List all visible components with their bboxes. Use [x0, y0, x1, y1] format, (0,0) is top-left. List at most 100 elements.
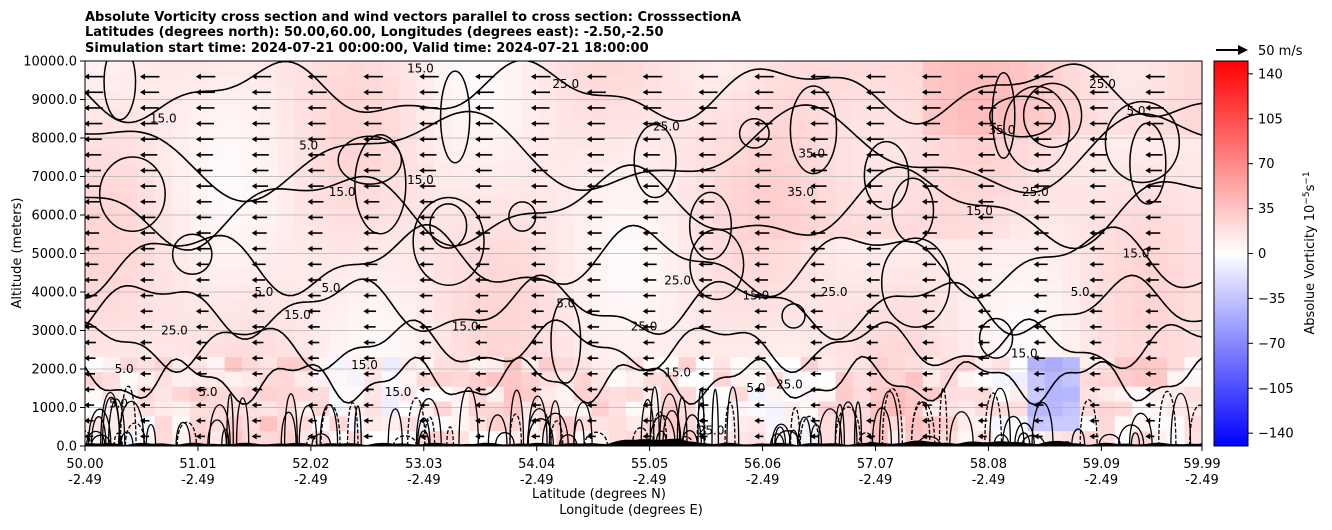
vorticity-cell	[748, 75, 767, 92]
wind-vector-head	[642, 308, 648, 315]
vorticity-cell	[451, 431, 470, 446]
vorticity-cell	[137, 164, 156, 181]
wind-vector-head	[1089, 433, 1095, 440]
vorticity-cell	[922, 342, 941, 358]
vorticity-cell	[1149, 75, 1168, 92]
vorticity-cell	[329, 194, 348, 210]
contour-loop	[880, 237, 951, 328]
surface-contour	[771, 423, 791, 446]
vorticity-cell	[852, 386, 871, 403]
vorticity-cell	[818, 120, 837, 136]
vorticity-cell	[800, 194, 819, 210]
vorticity-cell	[538, 238, 557, 255]
wind-vector-head	[698, 261, 704, 268]
vorticity-cell	[486, 105, 505, 121]
vorticity-cell	[852, 342, 871, 358]
vorticity-cell	[852, 120, 871, 136]
vorticity-cell	[940, 416, 959, 432]
vorticity-cell	[1044, 268, 1063, 284]
vorticity-cell	[1010, 297, 1029, 314]
wind-vector-head	[810, 323, 816, 330]
vorticity-cell	[1027, 105, 1046, 121]
contour-label: 15.0	[664, 366, 691, 380]
contour-label: 15.0	[407, 62, 434, 76]
x-tick-label-lon: -2.49	[181, 473, 215, 488]
vorticity-cell	[1149, 253, 1168, 269]
vorticity-cell	[765, 312, 784, 329]
wind-vector-head	[977, 433, 983, 440]
negative-contour	[176, 421, 198, 446]
surface-contour	[283, 393, 298, 446]
surface-contour	[90, 434, 112, 446]
x-axis: 50.00-2.4951.01-2.4952.02-2.4953.03-2.49…	[66, 446, 1221, 488]
wind-vector-head	[251, 339, 257, 346]
wind-vector-head	[195, 89, 201, 96]
vorticity-cell	[521, 135, 540, 151]
x-tick-label-lon: -2.49	[1085, 473, 1119, 488]
vorticity-cell	[591, 120, 610, 136]
vorticity-cell	[207, 149, 226, 166]
vorticity-cell	[591, 357, 610, 373]
vorticity-cell	[992, 416, 1011, 432]
vorticity-cell	[1097, 238, 1116, 255]
vorticity-cell	[643, 90, 662, 107]
vorticity-cell	[119, 194, 138, 210]
vorticity-cell	[503, 371, 522, 388]
vorticity-cell	[434, 223, 453, 240]
negative-contour	[984, 392, 1003, 446]
contour-loop	[738, 118, 770, 149]
vorticity-cell	[486, 253, 505, 269]
vorticity-cell	[1062, 105, 1081, 121]
wind-vector-head	[85, 230, 90, 237]
vorticity-cell	[1149, 327, 1168, 343]
x-tick-label-lon: -2.49	[294, 473, 328, 488]
vorticity-cell	[85, 386, 104, 403]
vorticity-cell	[276, 312, 296, 329]
vorticity-cell	[1132, 283, 1151, 299]
vorticity-cell	[1044, 223, 1063, 240]
vorticity-cell	[1184, 105, 1202, 121]
vorticity-cell	[1027, 164, 1046, 181]
vorticity-cell	[1184, 223, 1202, 240]
vorticity-cell	[85, 342, 104, 358]
wind-vector-head	[1089, 120, 1095, 127]
vorticity-cell	[259, 90, 278, 107]
vorticity-cell	[1184, 342, 1202, 358]
wind-vector-head	[1089, 151, 1095, 158]
vorticity-cell	[1097, 149, 1116, 166]
vorticity-cell	[85, 327, 104, 343]
vorticity-cell	[940, 297, 959, 314]
vorticity-cell	[521, 253, 540, 269]
vorticity-cell	[172, 61, 191, 77]
vorticity-cell	[242, 135, 261, 151]
vorticity-cell	[713, 75, 732, 92]
vorticity-cell	[486, 90, 505, 107]
wind-vector-head	[586, 261, 592, 268]
vorticity-cell	[207, 357, 226, 373]
wind-vector-head	[866, 402, 872, 409]
vorticity-cell	[608, 401, 627, 417]
vorticity-cell	[486, 416, 505, 432]
vorticity-cell	[573, 194, 592, 210]
vorticity-cell	[556, 327, 575, 343]
vorticity-cell	[364, 371, 383, 388]
x-tick-label-lat: 54.04	[518, 457, 555, 472]
vorticity-cell	[783, 135, 802, 151]
vorticity-cell	[1114, 61, 1133, 77]
surface-contour	[726, 386, 740, 446]
vorticity-cell	[660, 209, 679, 225]
vorticity-cell	[957, 268, 976, 284]
vorticity-cell	[276, 61, 296, 77]
vorticity-cell	[172, 120, 191, 136]
quiver-key-label: 50 m/s	[1258, 44, 1303, 59]
wind-vector-head	[307, 433, 313, 440]
wind-vector-head	[475, 198, 481, 205]
wind-vector-head	[1033, 417, 1039, 424]
wind-vector-head	[363, 104, 369, 111]
vorticity-cell	[381, 401, 400, 417]
vorticity-cell	[486, 386, 505, 403]
contour-label: 5.0	[299, 139, 318, 153]
vorticity-cell	[626, 371, 645, 388]
x-tick-label-lon: -2.49	[407, 473, 441, 488]
vorticity-cell	[1184, 209, 1202, 225]
